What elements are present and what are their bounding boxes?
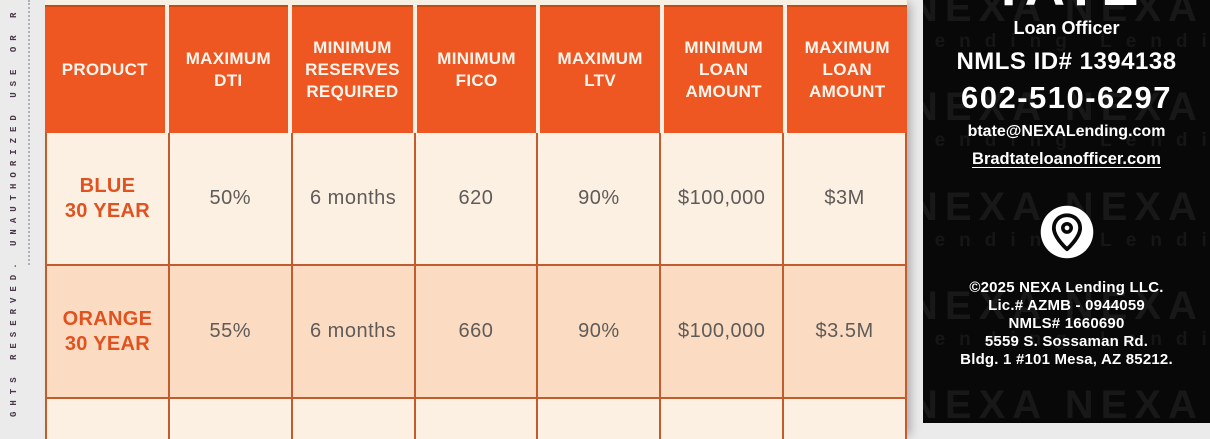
table-header-row: PRODUCT MAXIMUM DTI MINIMUM RESERVES REQ… <box>45 0 907 133</box>
max-loan-value: $3.5M <box>815 320 874 342</box>
column-header-min-loan: MINIMUM LOAN AMOUNT <box>663 5 784 133</box>
min-fico-cell: 620 <box>415 133 537 264</box>
product-name: BLUE <box>79 174 136 197</box>
max-ltv-value: 90% <box>578 187 620 209</box>
phone-number: 602-510-6297 <box>960 80 1173 115</box>
legal-nmls: NMLS# 1660690 <box>1008 315 1125 332</box>
max-dti-cell: 55% <box>169 266 291 397</box>
product-cell: BLUE 30 YEAR <box>47 133 168 264</box>
max-ltv-cell: 90% <box>538 133 660 264</box>
min-reserves-value: 6 months <box>310 187 397 209</box>
min-fico-value: 620 <box>458 187 494 209</box>
min-loan-value: $100,000 <box>678 187 766 209</box>
email-address: btate@NEXALending.com <box>967 123 1166 140</box>
max-dti-cell: 50% <box>169 133 291 264</box>
table-row-partial <box>47 399 905 439</box>
sidebar-content: TATE Loan Officer NMLS ID# 1394138 602-5… <box>923 0 1210 423</box>
max-loan-cell: $3M <box>784 133 905 264</box>
rate-table: PRODUCT MAXIMUM DTI MINIMUM RESERVES REQ… <box>45 0 907 439</box>
table-row-orange-30-year: ORANGE 30 YEAR 55% 6 months 660 90% $100… <box>47 266 905 397</box>
legal-copyright: ©2025 NEXA Lending LLC. <box>969 279 1164 296</box>
max-dti-value: 50% <box>209 187 252 209</box>
loan-officer-name: TATE <box>992 0 1142 14</box>
product-term: 30 YEAR <box>64 332 150 355</box>
min-reserves-cell: 6 months <box>292 133 414 264</box>
nmls-id: NMLS ID# 1394138 <box>956 48 1177 75</box>
column-header-max-dti: MAXIMUM DTI <box>168 5 289 133</box>
max-ltv-value: 90% <box>578 320 620 342</box>
max-loan-value: $3M <box>824 187 865 209</box>
legal-street: 5559 S. Sossaman Rd. <box>984 333 1149 350</box>
min-fico-cell: 660 <box>415 266 537 397</box>
legal-block: ©2025 NEXA Lending LLC. Lic.# AZMB - 094… <box>960 279 1173 369</box>
min-fico-value: 660 <box>458 320 494 342</box>
max-dti-value: 55% <box>209 320 252 342</box>
min-loan-cell: $100,000 <box>661 266 783 397</box>
product-name: ORANGE <box>62 307 153 330</box>
column-header-min-reserves: MINIMUM RESERVES REQUIRED <box>292 5 413 133</box>
left-margin: GHTS RESERVED. UNAUTHORIZED USE OR R <box>0 0 30 423</box>
column-header-min-fico: MINIMUM FICO <box>416 5 537 133</box>
min-loan-cell: $100,000 <box>661 133 783 264</box>
legal-city: Bldg. 1 #101 Mesa, AZ 85212. <box>960 351 1173 368</box>
table-row-blue-30-year: BLUE 30 YEAR 50% 6 months 620 90% $100,0… <box>47 133 905 264</box>
min-loan-value: $100,000 <box>678 320 766 342</box>
product-term: 30 YEAR <box>64 199 150 222</box>
column-header-max-ltv: MAXIMUM LTV <box>540 5 660 133</box>
max-loan-cell: $3.5M <box>784 266 905 397</box>
min-reserves-value: 6 months <box>310 320 397 342</box>
copyright-vertical-text: GHTS RESERVED. UNAUTHORIZED USE OR R <box>9 6 19 417</box>
contact-sidebar: NEXA NEXA NEX Lending Lending Lend NEXA … <box>923 0 1210 423</box>
legal-license: Lic.# AZMB - 0944059 <box>988 297 1145 314</box>
product-cell: ORANGE 30 YEAR <box>47 266 168 397</box>
loan-officer-title: Loan Officer <box>1013 18 1120 38</box>
column-header-product: PRODUCT <box>45 5 165 133</box>
column-header-max-loan: MAXIMUM LOAN AMOUNT <box>787 5 907 133</box>
website-link[interactable]: Bradtateloanofficer.com <box>972 150 1161 168</box>
location-pin-icon <box>1038 203 1096 266</box>
min-reserves-cell: 6 months <box>292 266 414 397</box>
fine-print-divider <box>28 0 30 265</box>
table-body: BLUE 30 YEAR 50% 6 months 620 90% $100,0… <box>45 133 907 439</box>
max-ltv-cell: 90% <box>538 266 660 397</box>
